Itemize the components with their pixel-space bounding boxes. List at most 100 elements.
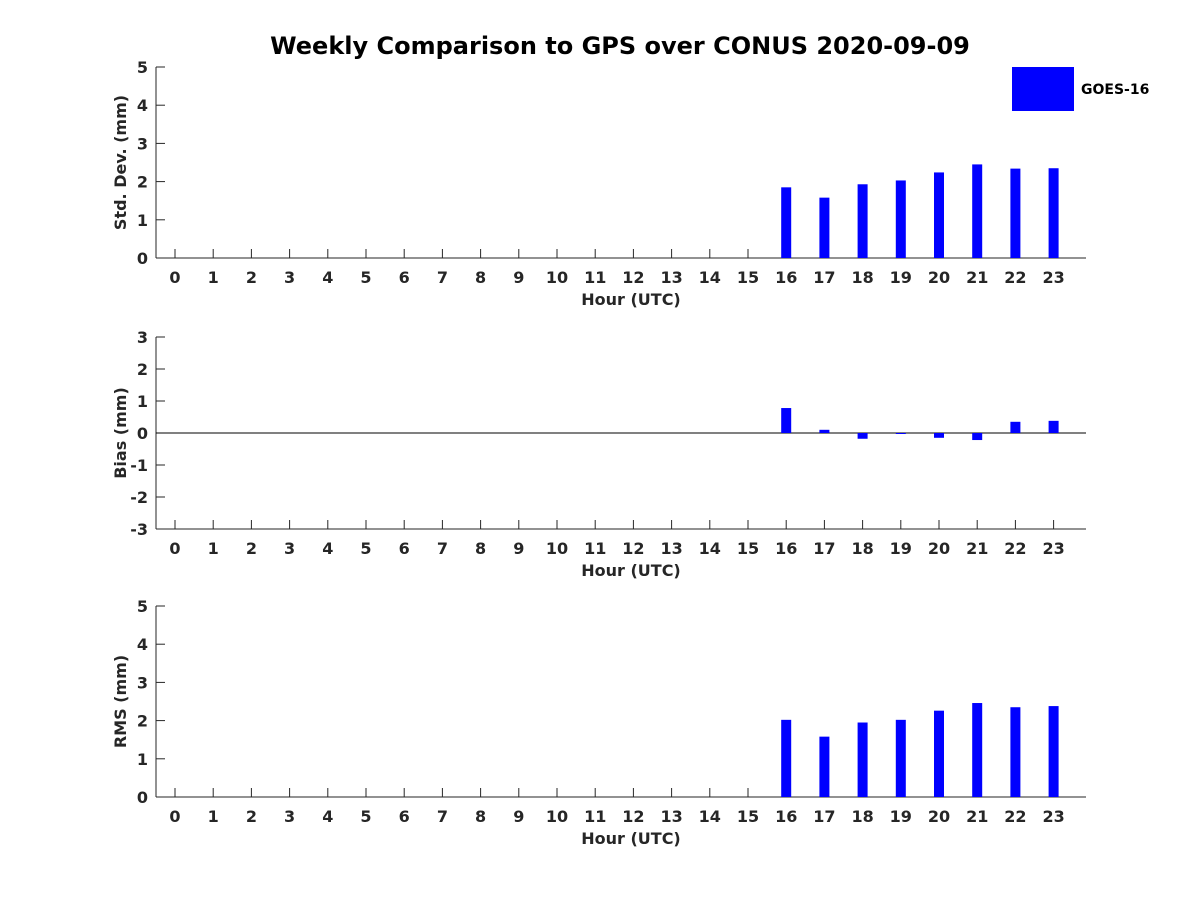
x-tick-label: 11 xyxy=(584,539,606,558)
y-axis-label: RMS (mm) xyxy=(111,655,130,748)
x-tick-label: 0 xyxy=(169,268,180,287)
x-tick-label: 15 xyxy=(737,539,759,558)
x-tick-label: 20 xyxy=(928,268,950,287)
x-tick-label: 18 xyxy=(851,807,873,826)
x-axis-label: Hour (UTC) xyxy=(581,290,681,309)
x-tick-label: 12 xyxy=(622,268,644,287)
bar-hour-16 xyxy=(781,408,792,433)
x-tick-label: 9 xyxy=(513,807,524,826)
x-tick-label: 5 xyxy=(360,539,371,558)
y-tick-label: 5 xyxy=(137,597,148,616)
x-tick-label: 7 xyxy=(437,807,448,826)
x-tick-label: 14 xyxy=(699,268,721,287)
x-tick-label: 20 xyxy=(928,807,950,826)
bar-hour-23 xyxy=(1048,420,1059,433)
x-tick-label: 17 xyxy=(813,268,835,287)
x-tick-label: 5 xyxy=(360,268,371,287)
y-tick-label: 3 xyxy=(137,328,148,347)
x-tick-label: 2 xyxy=(246,268,257,287)
x-tick-label: 5 xyxy=(360,807,371,826)
y-tick-label: 4 xyxy=(137,635,148,654)
x-tick-label: 19 xyxy=(890,807,912,826)
x-tick-label: 7 xyxy=(437,539,448,558)
x-tick-label: 1 xyxy=(208,807,219,826)
y-tick-label: 0 xyxy=(137,788,148,807)
bar-hour-23 xyxy=(1048,168,1059,258)
x-tick-label: 16 xyxy=(775,539,797,558)
x-tick-label: 20 xyxy=(928,539,950,558)
y-tick-label: -1 xyxy=(130,456,148,475)
x-tick-label: 3 xyxy=(284,268,295,287)
bar-hour-18 xyxy=(857,433,868,439)
x-tick-label: 8 xyxy=(475,539,486,558)
bar-hour-20 xyxy=(934,433,944,438)
bar-hour-17 xyxy=(819,429,830,433)
x-tick-label: 17 xyxy=(813,807,835,826)
bar-hour-19 xyxy=(895,433,906,434)
y-tick-label: 0 xyxy=(137,424,148,443)
x-tick-label: 1 xyxy=(208,268,219,287)
y-tick-label: 1 xyxy=(137,211,148,230)
x-tick-label: 1 xyxy=(208,539,219,558)
x-tick-label: 18 xyxy=(851,268,873,287)
x-tick-label: 6 xyxy=(399,539,410,558)
legend: GOES-16 xyxy=(1012,67,1149,111)
legend-swatch xyxy=(1012,67,1074,111)
x-tick-label: 15 xyxy=(737,268,759,287)
x-tick-label: 4 xyxy=(322,268,333,287)
legend-label: GOES-16 xyxy=(1081,82,1149,98)
bar-hour-20 xyxy=(934,710,944,797)
x-tick-label: 16 xyxy=(775,268,797,287)
x-tick-label: 13 xyxy=(660,268,682,287)
x-axis-label: Hour (UTC) xyxy=(581,829,681,848)
x-tick-label: 10 xyxy=(546,539,568,558)
x-tick-label: 13 xyxy=(660,539,682,558)
x-tick-label: 6 xyxy=(399,807,410,826)
bar-hour-23 xyxy=(1048,706,1059,797)
bar-hour-16 xyxy=(781,187,792,258)
y-tick-label: 2 xyxy=(137,360,148,379)
x-tick-label: 3 xyxy=(284,807,295,826)
bar-hour-22 xyxy=(1010,168,1021,258)
y-tick-label: 3 xyxy=(137,134,148,153)
x-tick-label: 23 xyxy=(1042,539,1064,558)
bar-hour-21 xyxy=(972,703,983,797)
x-tick-label: 7 xyxy=(437,268,448,287)
x-axis-label: Hour (UTC) xyxy=(581,561,681,580)
y-tick-label: 3 xyxy=(137,673,148,692)
bar-hour-21 xyxy=(972,433,983,441)
bar-hour-20 xyxy=(934,172,944,258)
x-tick-label: 21 xyxy=(966,268,988,287)
x-tick-label: 17 xyxy=(813,539,835,558)
y-tick-label: 4 xyxy=(137,96,148,115)
x-tick-label: 22 xyxy=(1004,539,1026,558)
y-tick-label: 1 xyxy=(137,750,148,769)
x-tick-label: 22 xyxy=(1004,807,1026,826)
x-tick-label: 22 xyxy=(1004,268,1026,287)
x-tick-label: 13 xyxy=(660,807,682,826)
x-tick-label: 19 xyxy=(890,268,912,287)
y-tick-label: 5 xyxy=(137,58,148,77)
bar-hour-18 xyxy=(857,722,868,797)
x-tick-label: 19 xyxy=(890,539,912,558)
x-tick-label: 18 xyxy=(851,539,873,558)
bar-hour-19 xyxy=(895,180,906,258)
bar-hour-16 xyxy=(781,719,792,797)
x-tick-label: 21 xyxy=(966,539,988,558)
x-tick-label: 11 xyxy=(584,807,606,826)
x-tick-label: 23 xyxy=(1042,807,1064,826)
x-tick-label: 6 xyxy=(399,268,410,287)
x-tick-label: 3 xyxy=(284,539,295,558)
y-tick-label: 0 xyxy=(137,249,148,268)
x-tick-label: 8 xyxy=(475,807,486,826)
bar-hour-17 xyxy=(819,736,830,797)
x-tick-label: 10 xyxy=(546,807,568,826)
x-tick-label: 23 xyxy=(1042,268,1064,287)
y-tick-label: 2 xyxy=(137,173,148,192)
bar-hour-19 xyxy=(895,719,906,797)
bar-hour-21 xyxy=(972,164,983,258)
y-axis-label: Bias (mm) xyxy=(111,387,130,479)
x-tick-label: 14 xyxy=(699,807,721,826)
